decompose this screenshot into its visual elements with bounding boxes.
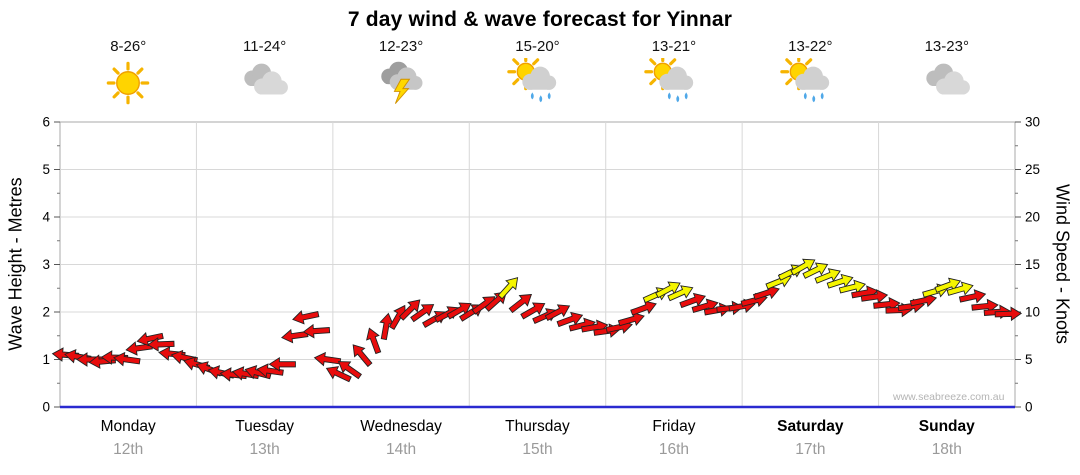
wave-tick-label: 1	[42, 352, 50, 367]
temperature-range-label: 15-20°	[515, 38, 560, 55]
wind-arrow	[790, 258, 816, 276]
knots-tick-label: 20	[1025, 210, 1040, 225]
weather-sun-showers-icon	[469, 53, 605, 110]
day-name-label: Wednesday	[360, 418, 442, 435]
day-name-label: Monday	[100, 418, 156, 435]
weather-cloudy-icon	[196, 58, 332, 110]
wave-tick-label: 4	[42, 210, 50, 225]
wind-arrow	[520, 302, 546, 320]
wind-arrow	[544, 304, 571, 322]
wind-arrow	[814, 268, 841, 284]
temperature-range-label: 12-23°	[378, 38, 424, 55]
wave-height-axis-title: Wave Height - Metres	[5, 177, 26, 351]
forecast-day-column: 8-26°	[60, 38, 196, 110]
wind-arrow	[398, 299, 421, 321]
day-date-label: 18th	[931, 441, 962, 458]
temperature-range-label: 13-23°	[924, 38, 969, 55]
day-name-label: Friday	[652, 418, 696, 435]
knots-tick-label: 0	[1025, 400, 1033, 415]
weather-storm-icon	[333, 58, 469, 110]
forecast-day-column: 13-22°	[742, 38, 878, 110]
wind-arrow	[337, 361, 362, 380]
wind-arrow	[147, 337, 175, 352]
temperature-range-label: 8-26°	[110, 38, 147, 55]
knots-tick-label: 10	[1025, 305, 1040, 320]
wind-arrow	[802, 262, 829, 279]
day-date-label: 16th	[658, 441, 689, 458]
daily-forecast-row: 8-26° 11-24° 12-23° 15-20° 13-21° 13-22° …	[60, 38, 1015, 122]
knots-tick-label: 15	[1025, 257, 1040, 272]
weather-sun-showers-icon	[742, 53, 878, 110]
day-date-label: 12th	[113, 441, 144, 458]
day-name-label: Sunday	[918, 418, 975, 435]
weather-sunny-icon	[60, 58, 196, 110]
forecast-day-column: 15-20°	[469, 38, 605, 110]
day-date-label: 13th	[249, 441, 280, 458]
day-name-label: Saturday	[777, 418, 844, 435]
wind-arrow	[994, 306, 1023, 322]
forecast-day-column: 11-24°	[196, 38, 332, 110]
wind-arrow	[958, 289, 987, 304]
day-date-label: 15th	[522, 441, 553, 458]
wind-arrow	[325, 366, 352, 383]
day-date-label: 17th	[795, 441, 826, 458]
knots-tick-label: 5	[1025, 352, 1033, 367]
wind-arrow	[508, 293, 532, 314]
wave-tick-label: 0	[42, 400, 50, 415]
forecast-day-column: 12-23°	[333, 38, 469, 110]
wave-tick-label: 3	[42, 257, 50, 272]
wind-arrow	[366, 327, 382, 355]
day-name-label: Tuesday	[235, 418, 295, 435]
forecast-day-column: 13-21°	[606, 38, 742, 110]
page-title: 7 day wind & wave forecast for Yinnar	[347, 8, 733, 31]
temperature-range-label: 11-24°	[243, 38, 287, 55]
day-name-label: Thursday	[505, 418, 570, 435]
wind-arrow	[292, 310, 320, 325]
wave-tick-label: 2	[42, 305, 50, 320]
wind-arrow	[352, 344, 373, 368]
wind-arrow	[113, 351, 141, 367]
wind-arrow	[302, 323, 331, 339]
forecast-day-column: 13-23°	[879, 38, 1015, 110]
temperature-range-label: 13-22°	[788, 38, 833, 55]
wind-arrow	[860, 289, 889, 304]
wind-arrow	[667, 285, 694, 302]
knots-tick-label: 25	[1025, 162, 1040, 177]
weather-cloudy-icon	[879, 58, 1015, 110]
wind-arrow	[497, 277, 519, 300]
temperature-range-label: 13-21°	[651, 38, 697, 55]
wave-tick-label: 6	[42, 115, 50, 130]
wind-arrow	[679, 292, 706, 309]
wind-arrow	[410, 304, 435, 323]
wind-arrow	[268, 356, 296, 372]
wind-speed-axis-title: Wind Speed - Knots	[1052, 183, 1073, 345]
wind-arrow	[256, 363, 284, 378]
day-names-row: Monday Tuesday Wednesday Thursday Friday Satu…	[60, 418, 1015, 440]
wind-arrow	[946, 281, 974, 296]
watermark: www.seabreeze.com.au	[893, 391, 1005, 403]
wave-tick-label: 5	[42, 162, 50, 177]
weather-sun-showers-icon	[606, 53, 742, 110]
knots-tick-label: 30	[1025, 115, 1040, 130]
day-dates-row: 12th 13th 14th 15th 16th 17th 18th	[60, 441, 1015, 463]
day-date-label: 14th	[385, 441, 417, 458]
